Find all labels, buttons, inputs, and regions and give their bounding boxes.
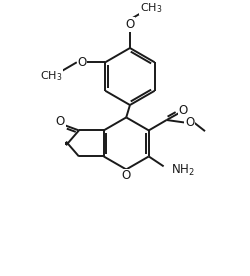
Text: O: O — [185, 116, 194, 129]
Text: O: O — [179, 104, 188, 116]
Text: O: O — [121, 169, 130, 182]
Text: O: O — [125, 18, 134, 31]
Text: O: O — [77, 56, 86, 69]
Text: CH$_3$: CH$_3$ — [140, 1, 162, 15]
Text: NH$_2$: NH$_2$ — [171, 163, 195, 178]
Text: CH$_3$: CH$_3$ — [40, 69, 62, 83]
Text: O: O — [56, 115, 65, 128]
